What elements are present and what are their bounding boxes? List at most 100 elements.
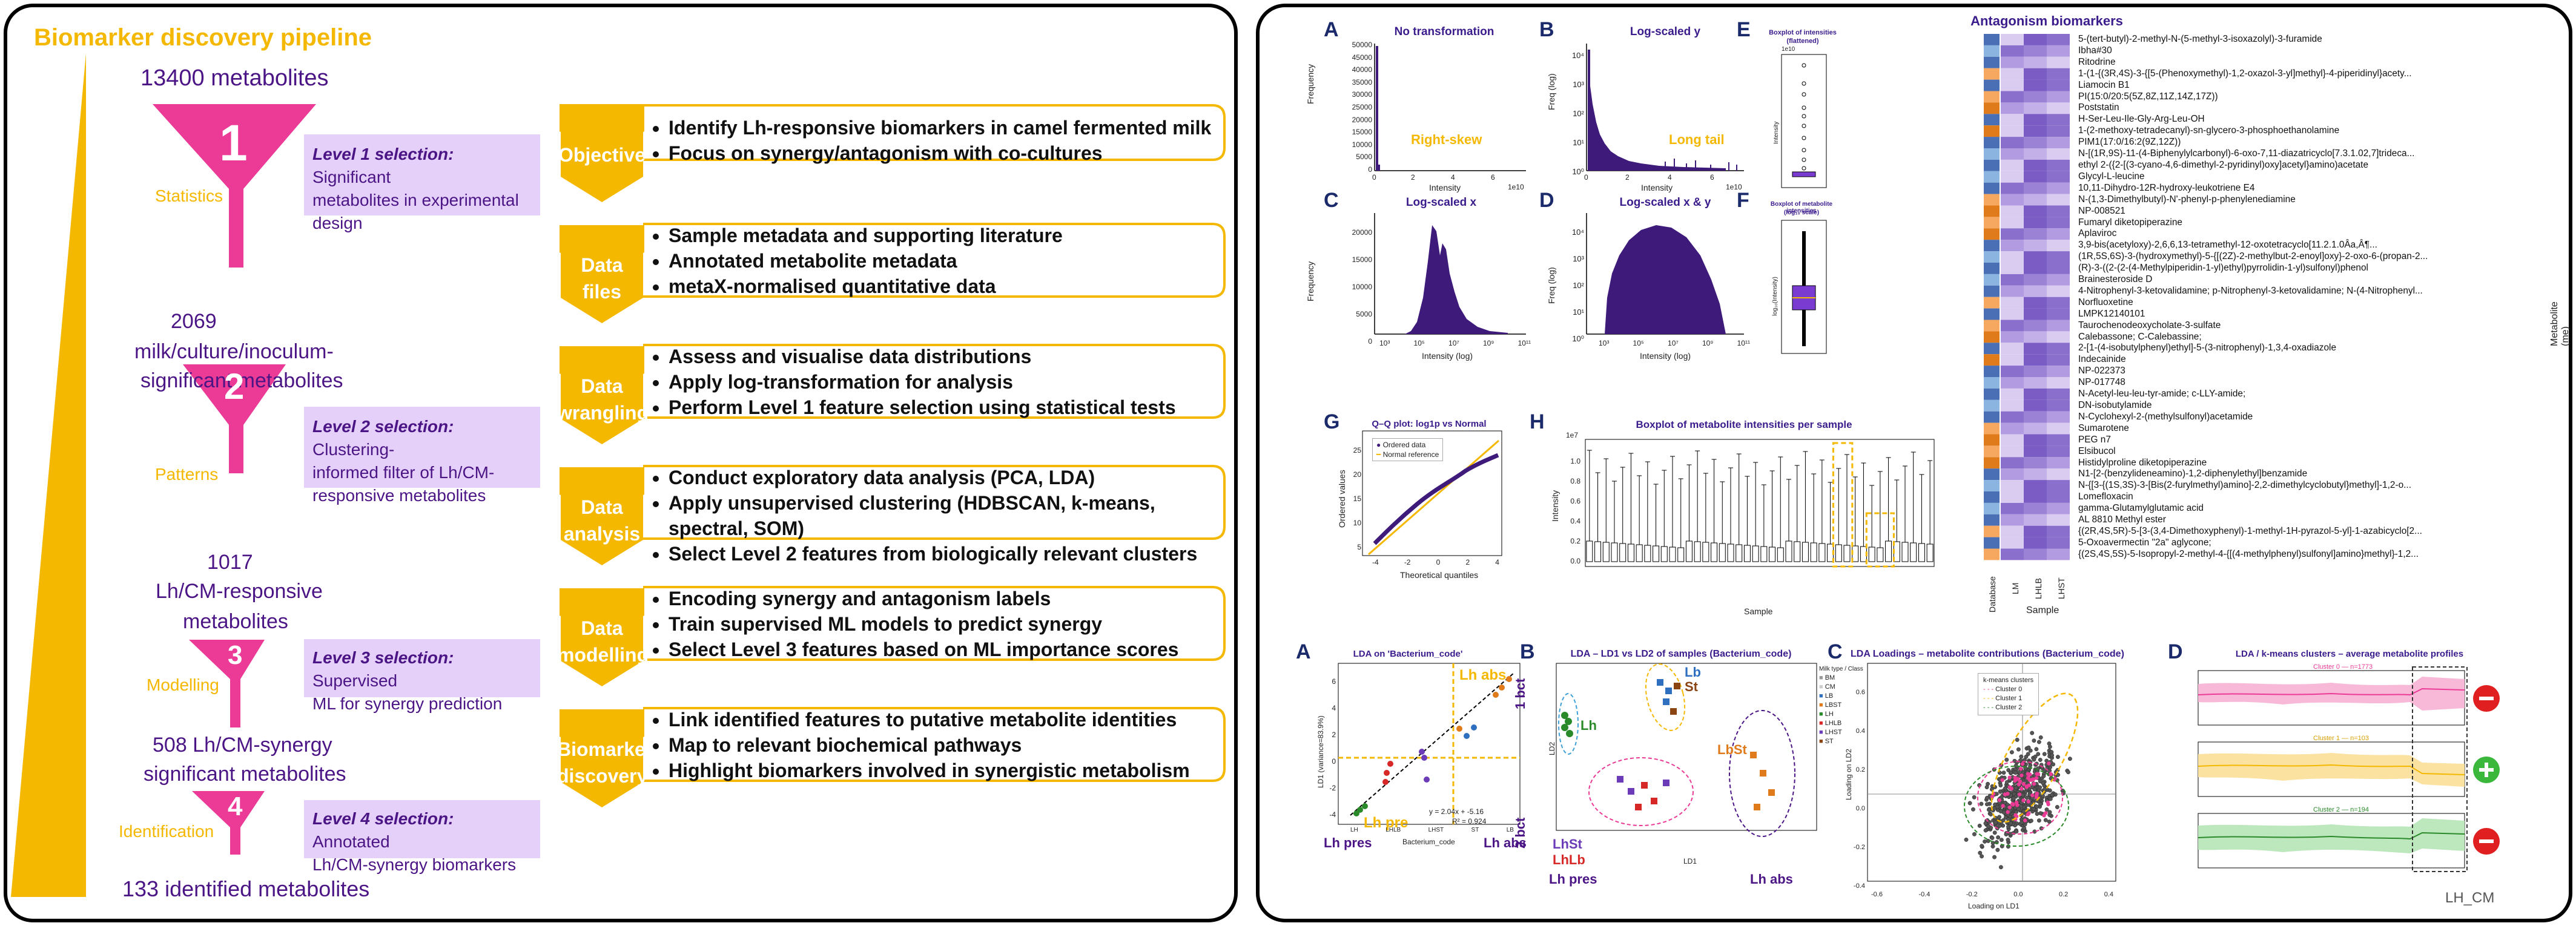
bC-point [1964, 837, 1969, 842]
heatmap-cell [2024, 377, 2047, 389]
bC-point [1978, 850, 1983, 855]
level3-side-label: Modelling [147, 675, 219, 694]
figH-box [1885, 540, 1892, 562]
heatmap-db-cell [1984, 45, 2000, 57]
bC-point [2011, 803, 2015, 807]
heatmap-cell [2024, 217, 2047, 229]
heatmap-db-cell [1984, 194, 2000, 206]
figB-letter: B [1539, 18, 1554, 41]
heatmap-db-cell [1984, 422, 2000, 435]
heatmap-cell [2001, 228, 2024, 240]
heatmap-db-cell [1984, 205, 2000, 217]
figD-xticks: 10³ 10⁵ 10⁷ 10⁹ 10¹¹ [1599, 339, 1750, 347]
heatmap-row-label: 2-[1-(4-isobutylphenyl)ethyl]-5-(3-nitro… [2078, 343, 2337, 353]
bC-point [1989, 812, 1993, 816]
heatmap-cell [2001, 331, 2024, 343]
bC-point [2011, 796, 2016, 801]
heatmap-cell [2001, 445, 2024, 458]
bD-title: LDA / k-means clusters – average metabol… [2235, 649, 2464, 659]
bC-point [2066, 770, 2070, 775]
bA-lh-abs: Lh abs [1459, 667, 1507, 683]
step-box-2 [643, 344, 1226, 419]
heatmap-db-cell [1984, 366, 2000, 377]
heatmap-cell [2001, 537, 2024, 549]
heatmap-row-label: (1R,5S,6S)-3-(hydroxymethyl)-5-{[(2Z)-2-… [2078, 251, 2428, 262]
heatmap-row-label: 3,9-bis(acetyloxy)-2,6,6,13-tetramethyl-… [2078, 240, 2377, 251]
heatmap-db-cell [1984, 320, 2000, 332]
heatmap-cell [2001, 491, 2024, 503]
level3-l1: Supervised [312, 671, 398, 690]
figH-box [1794, 541, 1801, 562]
heatmap-cell [2047, 399, 2070, 412]
bC-point [2032, 787, 2037, 792]
bC-point [2046, 800, 2050, 805]
heatmap-db-cell [1984, 263, 2000, 274]
bC-point [2007, 775, 2012, 780]
heatmap-cell [2024, 114, 2047, 126]
figG-yticks: 25 20 15 10 5 [1353, 446, 1361, 551]
heatmap-db-cell [1984, 274, 2000, 286]
bA-plot [1338, 663, 1521, 825]
heatmap-db-cell [1984, 125, 2000, 137]
bC-point [2050, 753, 2055, 758]
level4-l2: Lh/CM-synergy biomarkers [312, 855, 517, 874]
bC-point [1979, 801, 1984, 806]
heatmap-cell [2001, 102, 2024, 114]
heatmap-row-label: Sumarotene [2078, 422, 2129, 433]
bB-lh: Lh [1580, 718, 1597, 733]
heatmap-cell [2001, 114, 2024, 126]
pipeline-title: Biomarker discovery pipeline [34, 24, 372, 51]
bC-point [2042, 768, 2047, 773]
heatmap-cell [2024, 137, 2047, 148]
heatmap-cell [2001, 251, 2024, 263]
figH-box [1711, 542, 1718, 562]
heatmap-db-cell [1984, 388, 2000, 400]
level1-number: 1 [219, 114, 248, 171]
bC-plot [1867, 663, 2116, 882]
level4-bold: Level 4 selection: [312, 809, 454, 828]
bA-yticks: 6 4 2 0 -2 -4 [1329, 677, 1336, 819]
heatmap-cell [2047, 537, 2070, 549]
bC-point [2004, 757, 2009, 762]
figH-yticks: 1.0 0.8 0.6 0.4 0.2 0.0 [1570, 457, 1580, 565]
bB-title: LDA – LD1 vs LD2 of samples (Bacterium_c… [1570, 649, 1792, 659]
bC-point [1980, 844, 1984, 849]
bC-point [2041, 773, 2046, 778]
heatmap-cell [2047, 45, 2070, 57]
heatmap-cell [2001, 217, 2024, 229]
heatmap-cell [2047, 491, 2070, 503]
figE-plot [1781, 54, 1827, 188]
heatmap-cell [2001, 343, 2024, 355]
heatmap-db-cell [1984, 217, 2000, 229]
figH-box [1594, 541, 1602, 562]
count-508: 508 Lh/CM-synergy [153, 734, 332, 757]
figA-note: Right-skew [1411, 132, 1482, 147]
bC-point [2015, 737, 2020, 742]
heatmap-cell [2001, 502, 2024, 514]
heatmap-cell [2047, 411, 2070, 423]
level4-number: 4 [228, 792, 243, 821]
figA-plot [1374, 44, 1526, 171]
heatmap-db-cell [1984, 91, 2000, 103]
bC-point [1999, 838, 2004, 842]
level4-l1: Annotated [312, 832, 390, 851]
figB-note: Long tail [1669, 132, 1725, 147]
bC-point [2021, 798, 2026, 803]
heatmap-cell [2047, 445, 2070, 458]
bA-xticks: LH LHLB LHST ST LB [1350, 827, 1514, 833]
figA-yticks: 50000 45000 40000 35000 30000 25000 20000 15000… [1352, 41, 1372, 174]
heatmap-db-cell [1984, 537, 2000, 549]
heatmap-cell [2024, 68, 2047, 80]
heatmap-cell [2024, 514, 2047, 526]
figH-box [1611, 542, 1618, 562]
heatmap-cell [2047, 205, 2070, 217]
level2-l3: responsive metabolites [312, 486, 486, 505]
bC-point [1967, 801, 1972, 806]
heatmap-cell [2047, 68, 2070, 80]
heatmap-row-label: Poststatin [2078, 102, 2119, 113]
figG-xticks: -4 -2 0 2 4 [1372, 558, 1499, 566]
heatmap-cell [2047, 159, 2070, 171]
heatmap-row-label: NP-008521 [2078, 205, 2125, 216]
bC-legend: k-means clusters - - - Cluster 0 - - - C… [1978, 673, 2039, 715]
heatmap-cell [2001, 308, 2024, 320]
